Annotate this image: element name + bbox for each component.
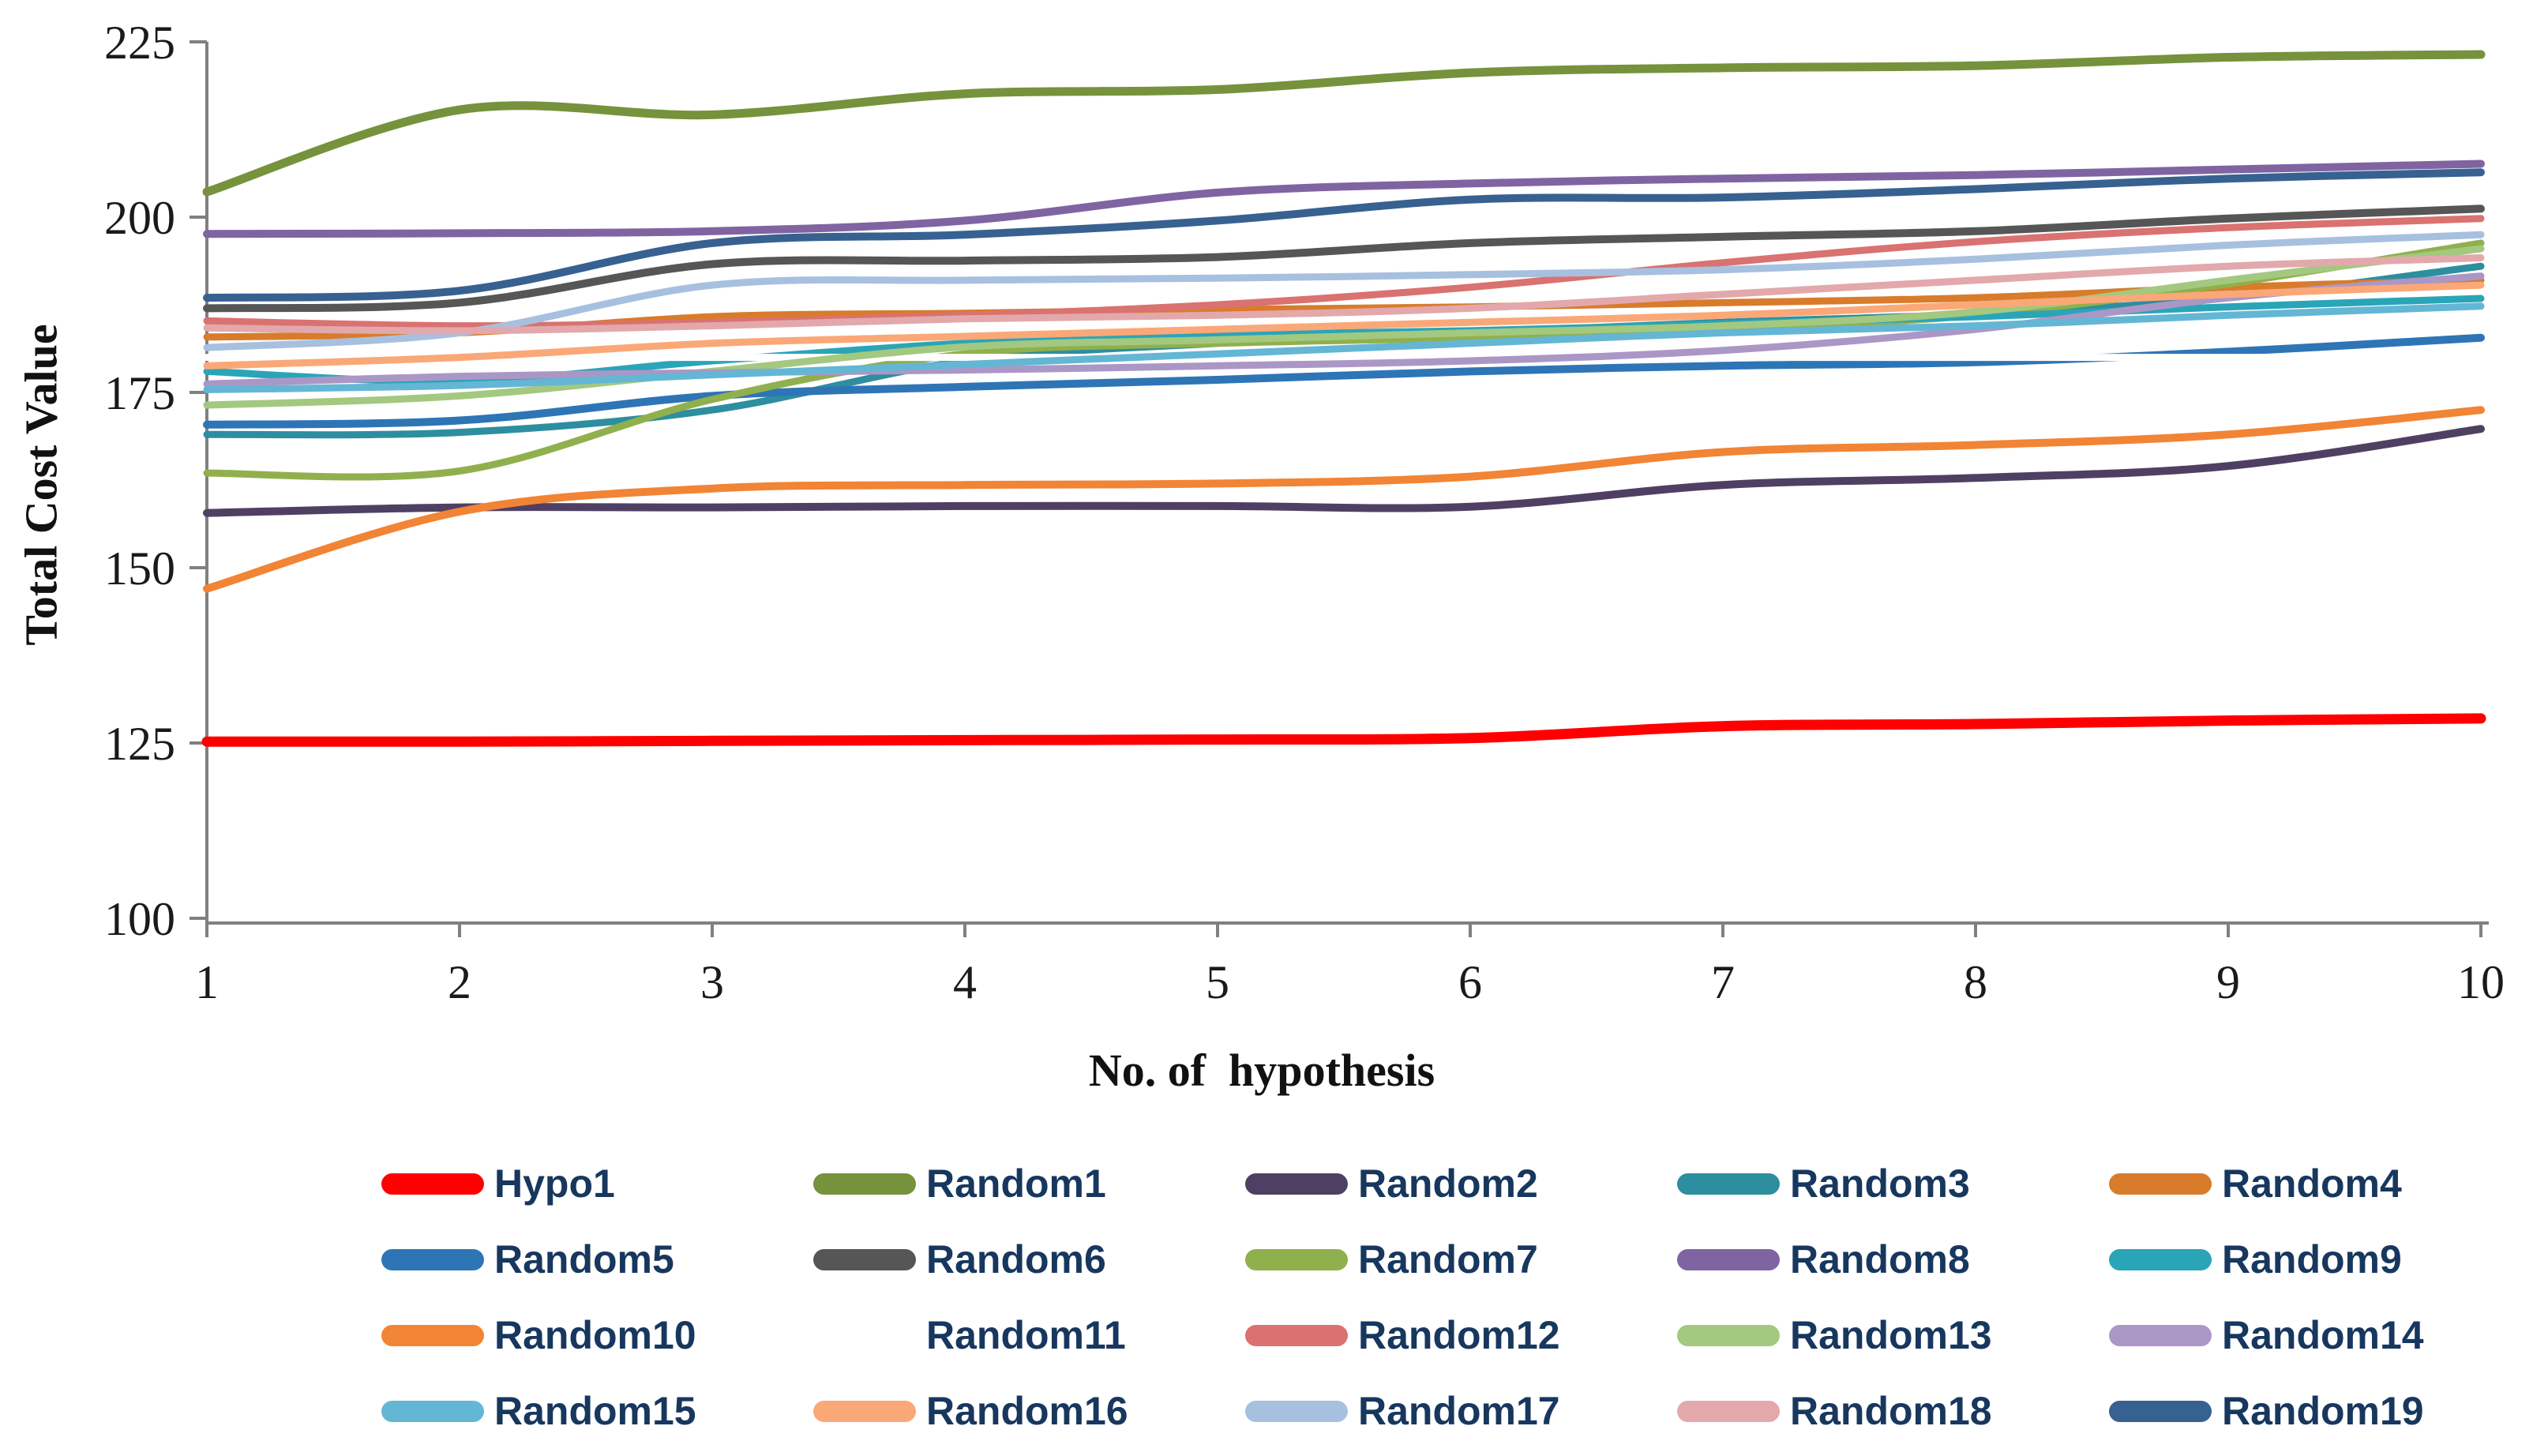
legend-label-random18: Random18 xyxy=(1790,1389,1992,1433)
x-axis-title: No. of hypothesis xyxy=(1088,1045,1435,1096)
legend-label-random15: Random15 xyxy=(494,1389,696,1433)
legend-item-random4: Random4 xyxy=(2109,1161,2533,1206)
series-line-random17 xyxy=(203,231,2485,351)
series-line-random2 xyxy=(203,425,2485,517)
x-tick-label: 7 xyxy=(1711,956,1735,1008)
legend-item-random18: Random18 xyxy=(1677,1388,2109,1434)
legend-label-random13: Random13 xyxy=(1790,1313,1992,1357)
series-line-random15 xyxy=(203,302,2485,393)
legend-item-random1: Random1 xyxy=(813,1161,1245,1206)
y-axis-title: Total Cost Value xyxy=(15,324,67,646)
legend-swatch-random10 xyxy=(381,1324,484,1346)
series-line-hypo1 xyxy=(201,713,2486,747)
legend-item-random10: Random10 xyxy=(381,1312,813,1358)
legend-label-random7: Random7 xyxy=(1358,1237,1538,1282)
x-tick-label: 6 xyxy=(1458,956,1482,1008)
x-tick-label: 2 xyxy=(448,956,471,1008)
legend-label-random17: Random17 xyxy=(1358,1389,1560,1433)
legend-label-random11: Random11 xyxy=(926,1313,1126,1357)
legend-swatch-random1 xyxy=(813,1173,916,1195)
legend-item-random3: Random3 xyxy=(1677,1161,2109,1206)
legend-label-random1: Random1 xyxy=(926,1161,1106,1206)
legend-item-random8: Random8 xyxy=(1677,1236,2109,1282)
series-line-random6 xyxy=(203,205,2485,313)
legend-item-random6: Random6 xyxy=(813,1236,1245,1282)
legend-item-random15: Random15 xyxy=(381,1388,813,1434)
legend-swatch-random17 xyxy=(1245,1400,1348,1422)
legend-swatch-random5 xyxy=(381,1248,484,1270)
y-tick-label: 175 xyxy=(104,367,175,419)
legend-swatch-random3 xyxy=(1677,1173,1780,1195)
legend-swatch-random13 xyxy=(1677,1324,1780,1346)
y-tick-label: 200 xyxy=(104,192,175,244)
legend-item-random7: Random7 xyxy=(1245,1236,1677,1282)
series-line-random16 xyxy=(203,281,2485,370)
series-line-random19 xyxy=(203,168,2485,302)
legend-swatch-random6 xyxy=(813,1248,916,1270)
x-tick-label: 10 xyxy=(2457,956,2505,1008)
plot-lines xyxy=(201,50,2486,747)
y-tick-label: 125 xyxy=(104,718,175,770)
legend-label-random6: Random6 xyxy=(926,1237,1106,1282)
legend-label-random9: Random9 xyxy=(2222,1237,2402,1282)
legend-label-random16: Random16 xyxy=(926,1389,1128,1433)
series-line-random12 xyxy=(203,215,2485,330)
legend-swatch-random16 xyxy=(813,1400,916,1422)
legend-swatch-random2 xyxy=(1245,1173,1348,1195)
legend-swatch-random7 xyxy=(1245,1248,1348,1270)
legend-label-random19: Random19 xyxy=(2222,1389,2424,1433)
legend-swatch-random12 xyxy=(1245,1324,1348,1346)
legend-swatch-random9 xyxy=(2109,1248,2212,1270)
y-tick-label: 100 xyxy=(104,893,175,945)
legend-label-random14: Random14 xyxy=(2222,1313,2424,1357)
legend-item-random5: Random5 xyxy=(381,1236,813,1282)
legend-label-random2: Random2 xyxy=(1358,1161,1538,1206)
legend-label-random5: Random5 xyxy=(494,1237,674,1282)
legend-label-hypo1: Hypo1 xyxy=(494,1161,615,1206)
legend-item-random17: Random17 xyxy=(1245,1388,1677,1434)
legend-label-random3: Random3 xyxy=(1790,1161,1970,1206)
x-tick-label: 4 xyxy=(953,956,977,1008)
legend-swatch-random15 xyxy=(381,1400,484,1422)
x-tick-label: 3 xyxy=(700,956,724,1008)
legend-swatch-hypo1 xyxy=(381,1173,484,1195)
legend-swatch-random4 xyxy=(2109,1173,2212,1195)
axes: 100 125 150 175 200 225 1 2 3 4 5 6 7 8 9 10 xyxy=(104,17,2505,1008)
y-tick-label: 225 xyxy=(104,17,175,69)
legend-swatch-random19 xyxy=(2109,1400,2212,1422)
legend-swatch-random11 xyxy=(813,1324,916,1346)
legend-label-random12: Random12 xyxy=(1358,1313,1560,1357)
series-line-random14 xyxy=(203,272,2485,388)
legend-label-random4: Random4 xyxy=(2222,1161,2402,1206)
legend: Hypo1 Random1 Random2 Random3 Random4 Random5… xyxy=(381,1146,2533,1449)
series-line-random18 xyxy=(203,254,2485,335)
legend-item-hypo1: Hypo1 xyxy=(381,1161,813,1206)
legend-item-random2: Random2 xyxy=(1245,1161,1677,1206)
series-line-random8 xyxy=(203,159,2485,238)
legend-label-random10: Random10 xyxy=(494,1313,696,1357)
legend-item-random14: Random14 xyxy=(2109,1312,2533,1358)
series-line-random1 xyxy=(202,50,2486,197)
legend-item-random12: Random12 xyxy=(1245,1312,1677,1358)
x-tick-label: 1 xyxy=(195,956,219,1008)
legend-item-random13: Random13 xyxy=(1677,1312,2109,1358)
legend-swatch-random18 xyxy=(1677,1400,1780,1422)
legend-swatch-random14 xyxy=(2109,1324,2212,1346)
legend-item-random11: Random11 xyxy=(813,1312,1245,1358)
x-tick-label: 5 xyxy=(1206,956,1229,1008)
legend-label-random8: Random8 xyxy=(1790,1237,1970,1282)
legend-item-random19: Random19 xyxy=(2109,1388,2533,1434)
legend-item-random9: Random9 xyxy=(2109,1236,2533,1282)
legend-swatch-random8 xyxy=(1677,1248,1780,1270)
y-tick-label: 150 xyxy=(104,542,175,595)
x-tick-label: 8 xyxy=(1964,956,1987,1008)
x-tick-label: 9 xyxy=(2216,956,2240,1008)
series-line-random10 xyxy=(203,406,2485,593)
legend-item-random16: Random16 xyxy=(813,1388,1245,1434)
